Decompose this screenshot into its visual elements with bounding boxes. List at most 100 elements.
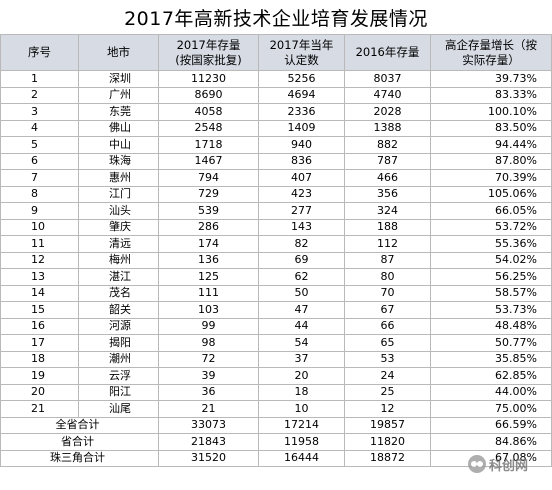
cell-stock-2017: 111 — [158, 284, 259, 302]
cell-city: 河源 — [78, 317, 159, 335]
cell-growth: 100.10% — [430, 103, 552, 121]
cell-certified-2017: 50 — [258, 284, 345, 302]
cell-growth: 55.36% — [430, 235, 552, 253]
cell-certified-2017: 69 — [258, 251, 345, 269]
cell-index: 9 — [0, 202, 79, 220]
header-growth: 高企存量增长（按 实际存量） — [430, 34, 552, 71]
cell-stock-2017: 125 — [158, 268, 259, 286]
cell-city: 云浮 — [78, 367, 159, 385]
cell-stock-2017: 729 — [158, 185, 259, 203]
total-row: 全省合计 33073 17214 19857 66.59% — [0, 416, 552, 434]
cell-stock-2017: 21843 — [158, 433, 259, 451]
cell-index: 18 — [0, 350, 79, 368]
cell-stock-2016: 12 — [344, 400, 431, 418]
watermark: 科创网 — [468, 452, 548, 476]
header-certified-2017: 2017年当年 认定数 — [258, 34, 345, 71]
cell-certified-2017: 4694 — [258, 86, 345, 104]
watermark-text: 科创网 — [489, 458, 529, 474]
header-stock-2017: 2017年存量 (按国家批复) — [158, 34, 259, 71]
cell-stock-2017: 21 — [158, 400, 259, 418]
table-header: 序号 地市 2017年存量 (按国家批复) 2017年当年 认定数 2016年存… — [0, 34, 552, 71]
cell-stock-2016: 4740 — [344, 86, 431, 104]
cell-growth: 105.06% — [430, 185, 552, 203]
cell-index: 20 — [0, 383, 79, 401]
cell-city: 揭阳 — [78, 334, 159, 352]
cell-stock-2017: 174 — [158, 235, 259, 253]
cell-stock-2016: 466 — [344, 169, 431, 187]
cell-growth: 54.02% — [430, 251, 552, 269]
table-row: 17 揭阳 98 54 65 50.77% — [0, 334, 552, 352]
cell-certified-2017: 16444 — [258, 449, 345, 467]
cell-growth: 56.25% — [430, 268, 552, 286]
cell-growth: 44.00% — [430, 383, 552, 401]
cell-certified-2017: 47 — [258, 301, 345, 319]
cell-stock-2017: 2548 — [158, 119, 259, 137]
cell-index: 14 — [0, 284, 79, 302]
table-row: 8 江门 729 423 356 105.06% — [0, 185, 552, 203]
cell-total-label: 珠三角合计 — [0, 449, 159, 467]
cell-stock-2016: 65 — [344, 334, 431, 352]
header-certified-2017-line2: 认定数 — [284, 52, 319, 67]
cell-certified-2017: 44 — [258, 317, 345, 335]
header-certified-2017-line1: 2017年当年 — [269, 37, 334, 52]
table-row: 10 肇庆 286 143 188 53.72% — [0, 218, 552, 236]
table-row: 7 惠州 794 407 466 70.39% — [0, 169, 552, 187]
cell-certified-2017: 143 — [258, 218, 345, 236]
cell-growth: 50.77% — [430, 334, 552, 352]
cell-stock-2017: 4058 — [158, 103, 259, 121]
cell-index: 5 — [0, 136, 79, 154]
cell-stock-2016: 25 — [344, 383, 431, 401]
table-row: 19 云浮 39 20 24 62.85% — [0, 367, 552, 385]
cell-city: 汕尾 — [78, 400, 159, 418]
cell-stock-2016: 80 — [344, 268, 431, 286]
table-row: 6 珠海 1467 836 787 87.80% — [0, 152, 552, 170]
cell-certified-2017: 37 — [258, 350, 345, 368]
cell-index: 15 — [0, 301, 79, 319]
cell-certified-2017: 17214 — [258, 416, 345, 434]
cell-stock-2017: 539 — [158, 202, 259, 220]
cell-growth: 94.44% — [430, 136, 552, 154]
table-row: 9 汕头 539 277 324 66.05% — [0, 202, 552, 220]
header-row: 序号 地市 2017年存量 (按国家批复) 2017年当年 认定数 2016年存… — [0, 34, 552, 71]
table-row: 16 河源 99 44 66 48.48% — [0, 317, 552, 335]
cell-stock-2016: 19857 — [344, 416, 431, 434]
table-row: 18 潮州 72 37 53 35.85% — [0, 350, 552, 368]
cell-certified-2017: 423 — [258, 185, 345, 203]
table-body: 1 深圳 11230 5256 8037 39.73% 2 广州 8690 4694 4740 83.… — [0, 70, 552, 467]
table-row: 15 韶关 103 47 67 53.73% — [0, 301, 552, 319]
table-row: 20 阳江 36 18 25 44.00% — [0, 383, 552, 401]
cell-city: 惠州 — [78, 169, 159, 187]
cell-growth: 66.59% — [430, 416, 552, 434]
header-stock-2017-line1: 2017年存量 — [176, 37, 241, 52]
cell-stock-2017: 103 — [158, 301, 259, 319]
cell-city: 清远 — [78, 235, 159, 253]
cell-stock-2016: 66 — [344, 317, 431, 335]
cell-city: 珠海 — [78, 152, 159, 170]
table-row: 11 清远 174 82 112 55.36% — [0, 235, 552, 253]
table-row: 13 湛江 125 62 80 56.25% — [0, 268, 552, 286]
cell-index: 4 — [0, 119, 79, 137]
header-stock-2016: 2016年存量 — [344, 34, 431, 71]
cell-index: 17 — [0, 334, 79, 352]
cell-stock-2017: 1467 — [158, 152, 259, 170]
cell-index: 13 — [0, 268, 79, 286]
table-row: 21 汕尾 21 10 12 75.00% — [0, 400, 552, 418]
cell-stock-2017: 33073 — [158, 416, 259, 434]
cell-index: 3 — [0, 103, 79, 121]
cell-index: 21 — [0, 400, 79, 418]
cell-certified-2017: 836 — [258, 152, 345, 170]
cell-stock-2017: 1718 — [158, 136, 259, 154]
cell-stock-2016: 787 — [344, 152, 431, 170]
cell-certified-2017: 62 — [258, 268, 345, 286]
table-row: 3 东莞 4058 2336 2028 100.10% — [0, 103, 552, 121]
cell-certified-2017: 10 — [258, 400, 345, 418]
cell-city: 深圳 — [78, 70, 159, 88]
cell-index: 6 — [0, 152, 79, 170]
cell-growth: 53.73% — [430, 301, 552, 319]
cell-certified-2017: 54 — [258, 334, 345, 352]
cell-index: 11 — [0, 235, 79, 253]
cell-city: 阳江 — [78, 383, 159, 401]
cell-city: 中山 — [78, 136, 159, 154]
cell-growth: 35.85% — [430, 350, 552, 368]
